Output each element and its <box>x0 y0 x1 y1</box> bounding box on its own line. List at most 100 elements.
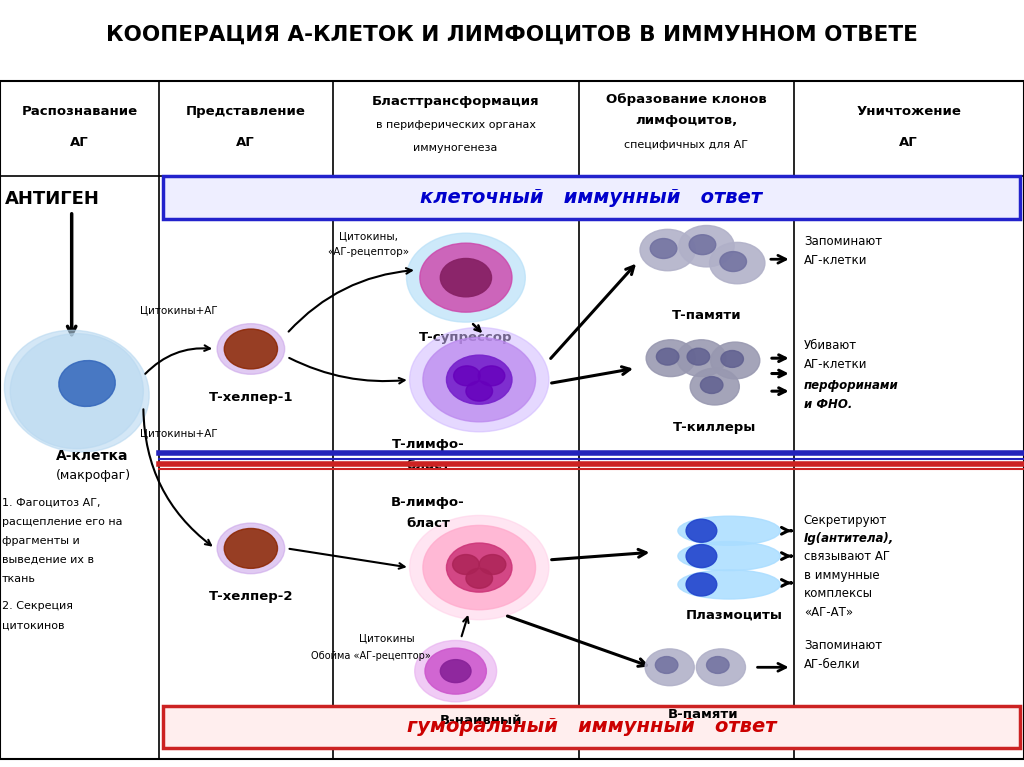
Text: лимфоцитов,: лимфоцитов, <box>635 114 737 127</box>
Text: клеточный   иммунный   ответ: клеточный иммунный ответ <box>420 188 763 207</box>
Text: бласт: бласт <box>407 517 450 529</box>
Circle shape <box>479 555 506 574</box>
Circle shape <box>446 543 512 592</box>
Text: Запоминают: Запоминают <box>804 640 882 652</box>
Circle shape <box>721 351 743 367</box>
Circle shape <box>478 366 505 386</box>
Ellipse shape <box>678 570 780 599</box>
Circle shape <box>707 657 729 673</box>
Circle shape <box>410 515 549 620</box>
Text: Цитокины,: Цитокины, <box>339 231 398 242</box>
Text: Т-памяти: Т-памяти <box>672 309 741 321</box>
Text: 2. Секреция: 2. Секреция <box>2 601 73 611</box>
Circle shape <box>217 324 285 374</box>
Circle shape <box>656 348 679 365</box>
Ellipse shape <box>4 331 150 452</box>
Circle shape <box>453 555 479 574</box>
Circle shape <box>690 368 739 405</box>
Text: выведение их в: выведение их в <box>2 555 94 565</box>
Text: Убивают: Убивают <box>804 339 857 351</box>
Text: Т-хелпер-1: Т-хелпер-1 <box>209 391 293 403</box>
Text: Уничтожение: Уничтожение <box>856 105 962 118</box>
Text: «АГ-рецептор»: «АГ-рецептор» <box>328 246 410 257</box>
Text: АГ: АГ <box>70 136 89 149</box>
Ellipse shape <box>678 516 780 545</box>
Circle shape <box>711 342 760 379</box>
Text: Цитокины+АГ: Цитокины+АГ <box>140 428 218 439</box>
Text: расщепление его на: расщепление его на <box>2 516 123 527</box>
Text: связывают АГ: связывают АГ <box>804 551 890 563</box>
Circle shape <box>645 649 694 686</box>
Text: ткань: ткань <box>2 574 36 584</box>
Circle shape <box>686 573 717 596</box>
Text: В-наивный: В-наивный <box>440 715 522 727</box>
Text: гуморальный   иммунный   ответ: гуморальный иммунный ответ <box>407 717 776 736</box>
Text: перфоринами: перфоринами <box>804 379 899 391</box>
Bar <box>163 176 1020 219</box>
Text: фрагменты и: фрагменты и <box>2 535 80 546</box>
Circle shape <box>423 525 536 610</box>
Text: Т-супрессор: Т-супрессор <box>419 331 513 344</box>
Text: «АГ-АТ»: «АГ-АТ» <box>804 606 853 618</box>
Circle shape <box>224 528 278 568</box>
Text: Бласттрансформация: Бласттрансформация <box>372 95 540 108</box>
Circle shape <box>217 523 285 574</box>
Text: Цитокины: Цитокины <box>359 633 415 644</box>
Text: 1. Фагоцитоз АГ,: 1. Фагоцитоз АГ, <box>2 497 100 508</box>
Text: Т-киллеры: Т-киллеры <box>673 421 757 433</box>
Text: Распознавание: Распознавание <box>22 105 137 118</box>
Text: Ig(антитела),: Ig(антитела), <box>804 532 894 545</box>
Text: А-клетка: А-клетка <box>56 449 129 463</box>
Circle shape <box>407 233 525 322</box>
Text: Т-лимфо-: Т-лимфо- <box>391 439 465 451</box>
Circle shape <box>696 649 745 686</box>
Ellipse shape <box>10 334 143 449</box>
Text: Запоминают: Запоминают <box>804 235 882 248</box>
Circle shape <box>415 640 497 702</box>
Text: Т-хелпер-2: Т-хелпер-2 <box>209 591 293 603</box>
Circle shape <box>646 340 695 377</box>
Circle shape <box>454 366 480 386</box>
Text: В-памяти: В-памяти <box>669 709 738 721</box>
Text: в иммунные: в иммунные <box>804 569 880 581</box>
Circle shape <box>420 243 512 312</box>
Circle shape <box>687 348 710 365</box>
Circle shape <box>686 545 717 568</box>
Circle shape <box>440 258 492 297</box>
Text: Цитокины+АГ: Цитокины+АГ <box>140 305 218 316</box>
Circle shape <box>655 657 678 673</box>
Text: Образование клонов: Образование клонов <box>606 93 766 106</box>
Circle shape <box>677 340 726 377</box>
Text: бласт: бласт <box>407 459 450 472</box>
Text: АГ: АГ <box>899 136 919 149</box>
Circle shape <box>425 648 486 694</box>
Text: и ФНО.: и ФНО. <box>804 399 852 411</box>
Circle shape <box>423 337 536 422</box>
Circle shape <box>410 328 549 432</box>
Circle shape <box>466 568 493 588</box>
Circle shape <box>689 235 716 255</box>
Text: иммуногенеза: иммуногенеза <box>414 143 498 153</box>
Text: КООПЕРАЦИЯ А-КЛЕТОК И ЛИМФОЦИТОВ В ИММУННОМ ОТВЕТЕ: КООПЕРАЦИЯ А-КЛЕТОК И ЛИМФОЦИТОВ В ИММУН… <box>106 25 918 44</box>
Circle shape <box>710 242 765 284</box>
Text: Представление: Представление <box>185 105 306 118</box>
Text: Плазмоциты: Плазмоциты <box>686 609 782 621</box>
Text: цитокинов: цитокинов <box>2 620 65 630</box>
Text: АГ-белки: АГ-белки <box>804 659 860 671</box>
Text: Секретируют: Секретируют <box>804 514 887 526</box>
Ellipse shape <box>58 360 116 407</box>
Circle shape <box>700 377 723 393</box>
Circle shape <box>720 252 746 272</box>
Circle shape <box>466 381 493 401</box>
Circle shape <box>446 355 512 404</box>
Text: специфичных для АГ: специфичных для АГ <box>624 140 749 150</box>
Text: (макрофаг): (макрофаг) <box>56 469 131 482</box>
Text: в периферических органах: в периферических органах <box>376 120 536 130</box>
Text: Обойма «АГ-рецептор»: Обойма «АГ-рецептор» <box>311 650 430 661</box>
Circle shape <box>679 225 734 267</box>
Circle shape <box>640 229 695 271</box>
Text: комплексы: комплексы <box>804 588 872 600</box>
Ellipse shape <box>678 542 780 571</box>
Text: В-лимфо-: В-лимфо- <box>391 496 465 509</box>
Text: АГ: АГ <box>237 136 255 149</box>
